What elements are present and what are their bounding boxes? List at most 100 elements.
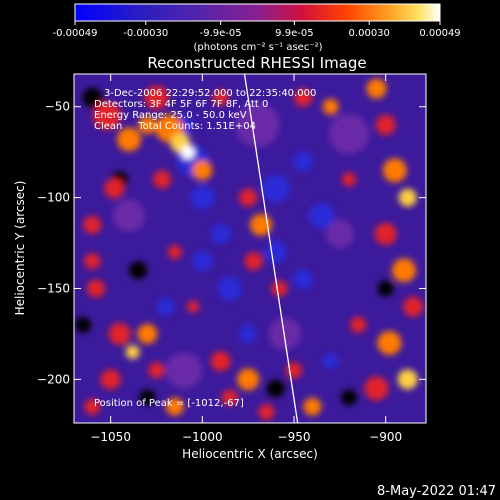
- heatmap-blob: [375, 114, 396, 135]
- heatmap-blob: [167, 245, 182, 260]
- heatmap-blob: [84, 398, 101, 415]
- colorbar-tick-label: -0.00030: [123, 28, 168, 39]
- plot-frame: [73, 73, 427, 424]
- colorbar-gradient: [74, 3, 441, 22]
- x-tick-label: −900: [369, 430, 402, 444]
- heatmap-blob: [104, 178, 125, 199]
- heatmap-blob: [293, 269, 314, 290]
- heatmap-blob: [192, 160, 213, 181]
- annotation-energy: Energy Range: 25.0 - 50.0 keV: [94, 110, 247, 121]
- heatmap-blob: [93, 101, 121, 130]
- axis-ticks: −1050 −1000 −950 −900 −200 −150 −100 −50: [37, 74, 426, 444]
- heatmap-blob: [192, 251, 213, 272]
- heatmap-blob: [293, 151, 314, 172]
- heatmap-blob: [303, 397, 322, 416]
- heatmap-blob: [100, 369, 121, 390]
- heatmap-blob: [125, 345, 140, 360]
- plot-area: −1050 −1000 −950 −900 −200 −150 −100 −50 3-Dec-…: [37, 73, 427, 444]
- limb-line: [243, 74, 299, 423]
- colorbar-tick-label: 0.00049: [419, 28, 460, 39]
- heatmap-blob: [156, 297, 175, 316]
- heatmap-blob: [271, 280, 288, 297]
- heatmap-blob: [322, 353, 339, 370]
- heatmap-blob: [212, 89, 229, 106]
- heatmap-blob: [392, 258, 416, 283]
- heatmap-blob: [138, 115, 157, 134]
- heatmap-blob: [75, 316, 92, 333]
- heatmap-blob: [129, 261, 148, 280]
- heatmap-blob: [87, 279, 105, 298]
- y-tick-label: −150: [37, 281, 70, 295]
- heatmap-blob: [342, 172, 356, 187]
- heatmap-blob: [210, 351, 231, 372]
- annotation-clean: Clean Total Counts: 1.51E+04: [94, 121, 256, 132]
- heatmap-blob: [266, 379, 285, 398]
- heatmap-blob: [308, 202, 335, 229]
- colorbar-unit-label: (photons cm⁻² s⁻¹ asec⁻²): [193, 42, 322, 53]
- annotation-detectors: Detectors: 3F 4F 5F 6F 7F 8F, Att 0: [94, 99, 268, 110]
- heatmap-blob: [268, 317, 301, 350]
- heatmap-blob: [84, 253, 101, 270]
- heatmap-blob: [364, 376, 389, 401]
- heatmap-blob: [377, 280, 394, 297]
- heatmap-blob: [165, 397, 184, 416]
- heatmap-blob: [113, 199, 145, 232]
- heatmap-blob: [139, 389, 156, 406]
- heatmap-blob: [341, 389, 357, 406]
- heatmap-blob: [108, 322, 131, 345]
- y-tick-label: −200: [37, 372, 70, 386]
- heatmap-blob: [217, 276, 242, 301]
- heatmap-blob: [117, 127, 141, 152]
- heatmap-blob: [187, 300, 200, 313]
- heatmap-blob: [210, 223, 231, 244]
- heatmap-blob: [325, 219, 354, 248]
- colorbar-tick-label: 0.00030: [349, 28, 390, 39]
- heatmap-blob: [166, 352, 202, 389]
- annotation-time: 3-Dec-2006 22:29:52.000 to 22:35:40.000: [104, 88, 316, 99]
- heatmap-blob: [258, 404, 275, 421]
- heatmap-blob: [261, 174, 290, 203]
- y-tick-label: −50: [45, 100, 70, 114]
- heatmap-blob: [137, 323, 158, 344]
- heatmap-blob: [322, 98, 339, 115]
- heatmap-blob: [221, 389, 238, 406]
- heatmap-blob: [350, 316, 367, 333]
- colorbar-ticks: -0.00049 -0.00030 -9.9e-05 9.9e-05 0.00030 0.…: [53, 21, 461, 39]
- heatmap-blob: [398, 188, 417, 207]
- heatmap-blob: [235, 102, 280, 147]
- heatmap-blob: [244, 252, 263, 271]
- heatmap-blob: [382, 158, 407, 183]
- heatmap-blob: [144, 85, 169, 110]
- heatmap-blob: [180, 145, 195, 160]
- heatmap-blob: [377, 331, 402, 356]
- colorbar: -0.00049 -0.00030 -9.9e-05 9.9e-05 0.00030 0.…: [53, 3, 461, 53]
- heatmap-blob: [329, 113, 369, 154]
- x-tick-label: −1050: [90, 430, 131, 444]
- heatmap-blob: [190, 185, 215, 210]
- heatmap-blob: [239, 324, 258, 343]
- timestamp: 8-May-2022 01:47: [377, 484, 496, 499]
- colorbar-tick-label: 9.9e-05: [275, 28, 313, 39]
- heatmap-blob: [374, 222, 397, 245]
- heatmap-blob: [239, 188, 258, 207]
- y-tick-label: −100: [37, 191, 70, 205]
- x-tick-label: −1000: [182, 430, 223, 444]
- heatmap-image: [75, 78, 424, 421]
- annotation-block: 3-Dec-2006 22:29:52.000 to 22:35:40.000 …: [94, 88, 316, 132]
- heatmap-blob: [397, 369, 418, 390]
- heatmap-blob: [83, 215, 102, 234]
- heatmap-blob: [148, 362, 165, 379]
- y-axis-label: Heliocentric Y (arcsec): [13, 181, 27, 316]
- chart-title: Reconstructed RHESSI Image: [147, 54, 366, 72]
- heatmap-blob: [82, 87, 103, 108]
- heatmap-blob: [294, 88, 313, 107]
- heatmap-blob: [264, 241, 287, 264]
- x-axis-label: Heliocentric X (arcsec): [182, 447, 318, 461]
- peak-position-label: Position of Peak = [-1012,-67]: [94, 398, 244, 409]
- heatmap-blob: [366, 78, 387, 99]
- heatmap-blob: [237, 368, 260, 391]
- colorbar-tick-label: -0.00049: [53, 28, 98, 39]
- x-tick-label: −950: [278, 430, 311, 444]
- heatmap-blob: [403, 296, 424, 317]
